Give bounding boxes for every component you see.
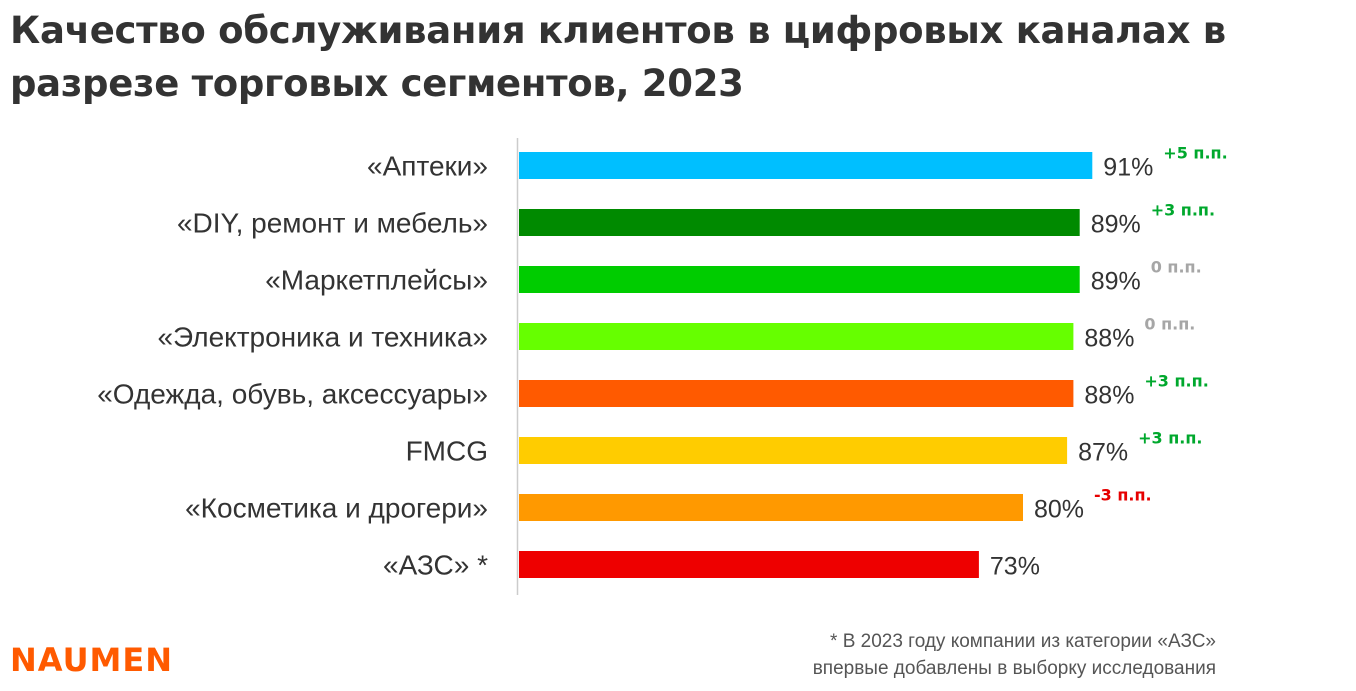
value-label: 91% [1103, 154, 1153, 182]
category-label: «АЗС» * [383, 550, 488, 581]
bar [519, 209, 1080, 236]
value-label: 80% [1034, 496, 1084, 524]
category-label: «Аптеки» [367, 151, 488, 182]
value-label: 89% [1091, 268, 1141, 296]
category-label: FMCG [406, 436, 488, 467]
category-label: «Электроника и техника» [157, 322, 488, 353]
category-label: «Одежда, обувь, аксессуары» [97, 379, 488, 410]
bar [519, 437, 1068, 464]
footnote-line-1: * В 2023 году компании из категории «АЗС… [830, 631, 1216, 652]
footnote: * В 2023 году компании из категории «АЗС… [813, 628, 1216, 682]
chart-title: Качество обслуживания клиентов в цифровы… [10, 9, 1226, 105]
category-label: «Косметика и дрогери» [185, 493, 488, 524]
naumen-logo: NAUMEN [10, 641, 174, 679]
value-label: 89% [1091, 211, 1141, 239]
footnote-line-2: впервые добавлены в выборку исследования [812, 658, 1216, 679]
value-label: 87% [1078, 439, 1128, 467]
change-label: +3 п.п. [1151, 201, 1215, 220]
change-label: 0 п.п. [1144, 315, 1195, 334]
change-label: -3 п.п. [1094, 486, 1152, 505]
category-label: «DIY, ремонт и мебель» [177, 208, 488, 239]
bar [519, 323, 1074, 350]
bar [519, 551, 979, 578]
value-label: 88% [1084, 382, 1134, 410]
value-label: 73% [990, 553, 1040, 581]
bar [519, 266, 1080, 293]
change-label: +3 п.п. [1138, 429, 1202, 448]
value-label: 88% [1084, 325, 1134, 353]
bar [519, 494, 1023, 521]
category-label: «Маркетплейсы» [265, 265, 488, 296]
change-label: +3 п.п. [1144, 372, 1208, 391]
change-label: +5 п.п. [1163, 144, 1227, 163]
bar [519, 380, 1074, 407]
change-label: 0 п.п. [1151, 258, 1202, 277]
bar [519, 152, 1093, 179]
